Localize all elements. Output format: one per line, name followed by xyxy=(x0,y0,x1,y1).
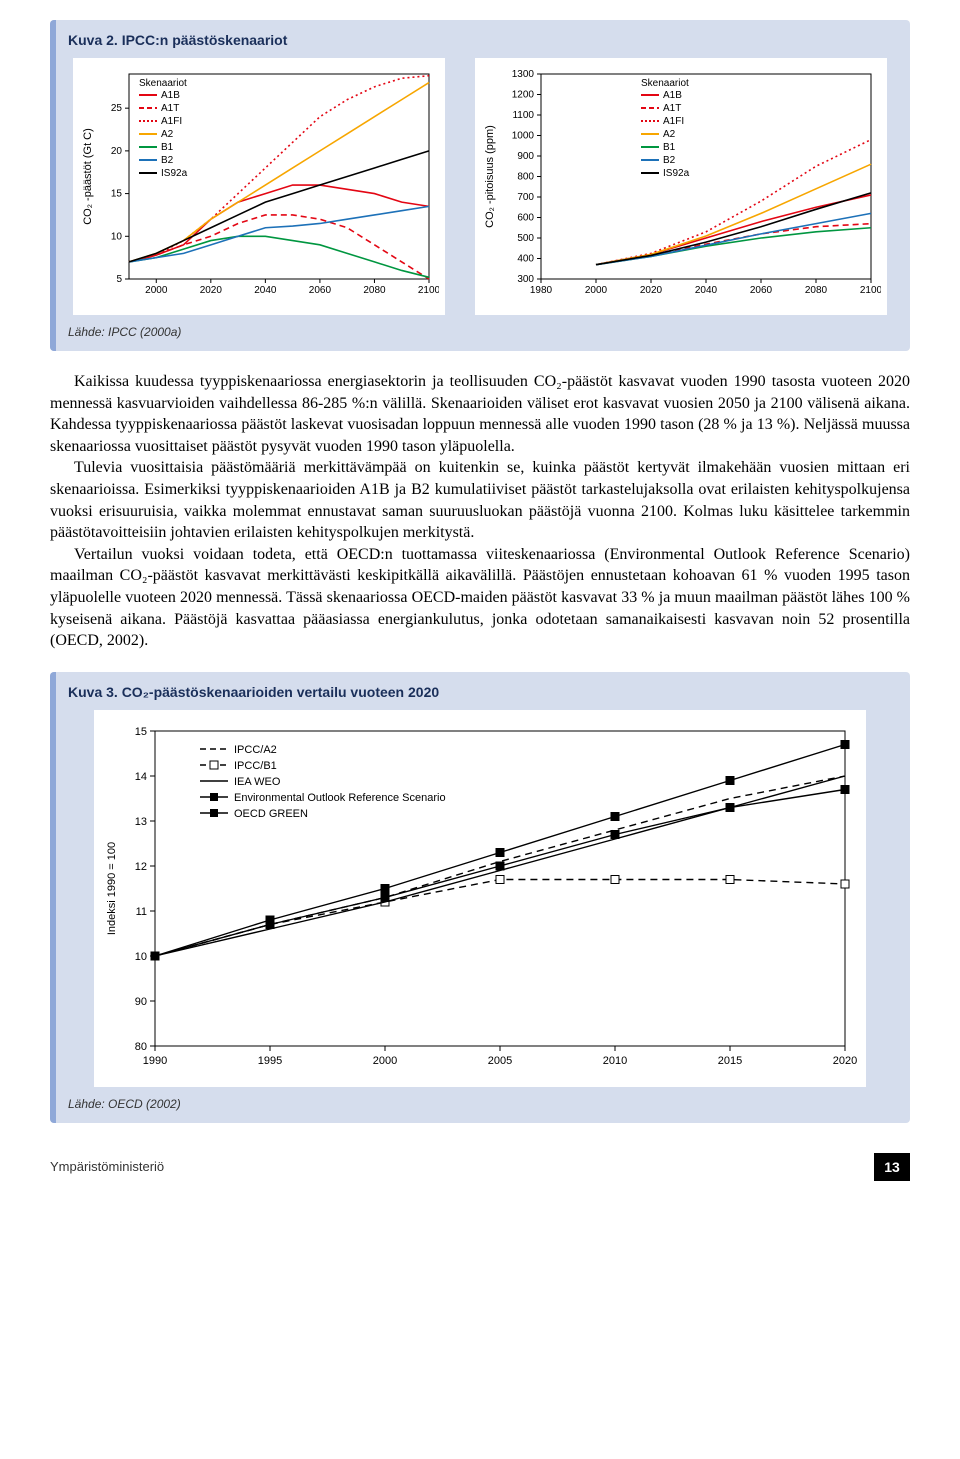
svg-text:900: 900 xyxy=(517,151,534,162)
svg-text:B1: B1 xyxy=(663,142,676,153)
svg-text:13: 13 xyxy=(135,816,147,828)
svg-text:800: 800 xyxy=(517,172,534,183)
svg-text:1200: 1200 xyxy=(512,90,535,101)
svg-text:IPCC/A2: IPCC/A2 xyxy=(234,744,277,756)
svg-text:A2: A2 xyxy=(663,129,676,140)
svg-text:11: 11 xyxy=(136,906,147,918)
svg-text:300: 300 xyxy=(517,274,534,285)
svg-text:CO₂ -päästöt (Gt C): CO₂ -päästöt (Gt C) xyxy=(82,128,94,225)
svg-text:A1FI: A1FI xyxy=(663,116,684,127)
svg-text:IEA WEO: IEA WEO xyxy=(234,776,281,788)
figure-2: Kuva 3. CO₂-päästöskenaarioiden vertailu… xyxy=(50,672,910,1123)
svg-text:5: 5 xyxy=(116,274,122,285)
svg-text:1300: 1300 xyxy=(512,69,535,80)
svg-text:Environmental Outlook Referenc: Environmental Outlook Reference Scenario xyxy=(234,792,446,804)
figure-2-title: Kuva 3. CO₂-päästöskenaarioiden vertailu… xyxy=(68,684,892,700)
footer-label: Ympäristöministeriö xyxy=(50,1159,164,1174)
svg-text:2040: 2040 xyxy=(254,285,277,296)
svg-text:A1B: A1B xyxy=(161,90,180,101)
figure-2-source: Lähde: OECD (2002) xyxy=(68,1097,892,1111)
svg-text:25: 25 xyxy=(111,103,123,114)
page-number: 13 xyxy=(874,1153,910,1181)
svg-text:Indeksi 1990 = 100: Indeksi 1990 = 100 xyxy=(106,842,118,935)
svg-text:B2: B2 xyxy=(161,155,174,166)
svg-text:10: 10 xyxy=(135,951,147,963)
svg-text:2100: 2100 xyxy=(860,285,881,296)
svg-text:2060: 2060 xyxy=(750,285,773,296)
svg-text:20: 20 xyxy=(111,146,123,157)
svg-text:A1B: A1B xyxy=(663,90,682,101)
svg-text:2040: 2040 xyxy=(695,285,718,296)
svg-text:2100: 2100 xyxy=(418,285,439,296)
svg-text:500: 500 xyxy=(517,233,534,244)
chart-emissions: 5 10 15 20 25 2000 2020 2040 2060 2080 2100 CO₂ -pä… xyxy=(73,58,445,315)
svg-text:15: 15 xyxy=(135,726,147,738)
svg-text:CO₂ -pitoisuus (ppm): CO₂ -pitoisuus (ppm) xyxy=(484,125,496,228)
svg-text:2000: 2000 xyxy=(373,1055,397,1067)
svg-text:1000: 1000 xyxy=(512,131,535,142)
svg-text:B1: B1 xyxy=(161,142,174,153)
svg-text:80: 80 xyxy=(135,1041,147,1053)
svg-text:12: 12 xyxy=(135,861,147,873)
svg-text:1980: 1980 xyxy=(530,285,553,296)
svg-text:A1FI: A1FI xyxy=(161,116,182,127)
svg-text:600: 600 xyxy=(517,213,534,224)
svg-text:2080: 2080 xyxy=(363,285,386,296)
svg-text:A1T: A1T xyxy=(663,103,681,114)
svg-text:400: 400 xyxy=(517,254,534,265)
svg-text:14: 14 xyxy=(135,771,147,783)
svg-text:A1T: A1T xyxy=(161,103,179,114)
svg-text:2080: 2080 xyxy=(805,285,828,296)
svg-text:1995: 1995 xyxy=(258,1055,282,1067)
svg-text:700: 700 xyxy=(517,192,534,203)
svg-text:2005: 2005 xyxy=(488,1055,512,1067)
figure-1-title: Kuva 2. IPCC:n päästöskenaariot xyxy=(68,32,892,48)
paragraph-3: Vertailun vuoksi voidaan todeta, että OE… xyxy=(50,544,910,652)
svg-text:2010: 2010 xyxy=(603,1055,627,1067)
chart-comparison: 80 90 10 11 12 13 14 15 1990 1995 2000 2005 2010 2015… xyxy=(94,710,866,1087)
svg-text:IS92a: IS92a xyxy=(161,168,188,179)
svg-text:A2: A2 xyxy=(161,129,174,140)
chart-concentration: 300 400 500 600 700 800 900 1000 1100 1200 1300 198… xyxy=(475,58,887,315)
svg-text:2015: 2015 xyxy=(718,1055,742,1067)
body-text: Kaikissa kuudessa tyyppiskenaariossa ene… xyxy=(50,371,910,652)
page-footer: Ympäristöministeriö 13 xyxy=(50,1153,910,1181)
paragraph-2: Tulevia vuosittaisia päästömääriä merkit… xyxy=(50,457,910,543)
figure-1: Kuva 2. IPCC:n päästöskenaariot 51015202… xyxy=(50,20,910,351)
svg-text:15: 15 xyxy=(111,189,123,200)
svg-text:2020: 2020 xyxy=(640,285,663,296)
figure-1-source: Lähde: IPCC (2000a) xyxy=(68,325,892,339)
svg-text:2020: 2020 xyxy=(833,1055,857,1067)
svg-text:1100: 1100 xyxy=(512,110,534,121)
svg-text:10: 10 xyxy=(111,231,123,242)
svg-text:OECD GREEN: OECD GREEN xyxy=(234,808,308,820)
svg-text:2020: 2020 xyxy=(200,285,223,296)
paragraph-1: Kaikissa kuudessa tyyppiskenaariossa ene… xyxy=(50,371,910,457)
svg-text:2000: 2000 xyxy=(145,285,168,296)
svg-text:2060: 2060 xyxy=(309,285,332,296)
svg-text:Skenaariot: Skenaariot xyxy=(139,78,187,89)
svg-text:IPCC/B1: IPCC/B1 xyxy=(234,760,277,772)
svg-text:90: 90 xyxy=(135,996,147,1008)
svg-text:Skenaariot: Skenaariot xyxy=(641,78,689,89)
svg-text:2000: 2000 xyxy=(585,285,608,296)
svg-text:1990: 1990 xyxy=(143,1055,167,1067)
svg-text:IS92a: IS92a xyxy=(663,168,690,179)
svg-text:B2: B2 xyxy=(663,155,676,166)
